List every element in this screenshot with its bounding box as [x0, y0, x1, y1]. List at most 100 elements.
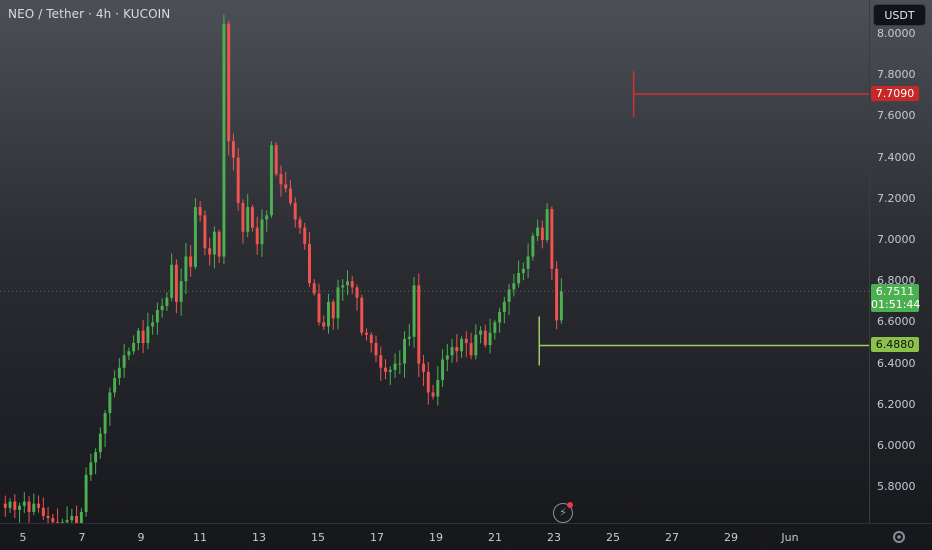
time-tick-label: 21: [488, 531, 502, 544]
candle-body: [331, 301, 335, 319]
candle-body: [184, 256, 188, 282]
price-tick-label: 6.4000: [877, 356, 916, 370]
candle-body: [474, 334, 478, 356]
candle-body: [127, 351, 131, 356]
candle-body: [517, 272, 521, 284]
candle-body: [512, 283, 516, 290]
candle-body: [193, 207, 197, 267]
currency-button[interactable]: USDT: [873, 4, 926, 26]
candle-body: [422, 363, 426, 372]
time-tick-label: 11: [193, 531, 207, 544]
candle-body: [189, 256, 193, 267]
candle-body: [41, 507, 45, 517]
candle-body: [369, 334, 373, 343]
candle-body: [384, 367, 387, 372]
candle-body: [217, 231, 221, 257]
candle-body: [222, 23, 226, 257]
candle-body: [493, 322, 497, 333]
price-tick-label: 7.4000: [877, 150, 916, 164]
price-scale-border: [869, 0, 870, 523]
candle-body: [393, 363, 397, 370]
candle-body: [136, 330, 140, 343]
time-tick-label: 25: [606, 531, 620, 544]
candle-body: [94, 452, 98, 463]
candle-body: [327, 301, 330, 327]
candle-body: [336, 287, 340, 319]
candle-body: [355, 287, 359, 298]
candle-body: [479, 330, 483, 335]
candle-body: [417, 285, 421, 364]
candle-body: [374, 343, 378, 356]
candle-body: [89, 462, 93, 475]
candle-body: [203, 215, 207, 249]
candle-body: [227, 23, 231, 142]
candle-body: [170, 264, 174, 298]
candle-body: [521, 268, 525, 273]
price-tick-label: 5.8000: [877, 480, 916, 494]
support-price-tag: 6.4880: [871, 337, 919, 353]
notification-dot: [567, 502, 573, 508]
time-tick-label: Jun: [781, 531, 799, 544]
candle-body: [293, 202, 297, 220]
candle-body: [3, 503, 7, 508]
time-tick-label: 7: [78, 531, 86, 544]
price-tick-label: 8.0000: [877, 27, 916, 40]
candle-body: [388, 369, 392, 372]
resistance-price-tag: 7.7090: [871, 85, 919, 101]
time-tick-label: 15: [311, 531, 325, 544]
time-tick-label: 19: [429, 531, 443, 544]
candle-body: [27, 501, 31, 512]
candle-body: [208, 248, 212, 255]
candle-body: [231, 141, 235, 158]
time-tick-label: 27: [665, 531, 679, 544]
candle-body: [151, 322, 155, 327]
candlestick-series: [3, 14, 563, 523]
candle-body: [250, 207, 254, 228]
candle-body: [469, 343, 473, 356]
candle-body: [269, 145, 273, 216]
candle-body: [403, 338, 407, 364]
price-tick-label: 7.0000: [877, 233, 916, 246]
candle-body: [350, 281, 354, 288]
candle-body: [260, 219, 264, 245]
candle-body: [365, 332, 368, 335]
candle-body: [407, 336, 411, 339]
candle-body: [32, 503, 36, 512]
candle-body: [113, 378, 117, 393]
candle-body: [79, 511, 83, 523]
candle-body: [146, 326, 150, 343]
candle-body: [155, 310, 159, 323]
lightning-icon[interactable]: ⚡: [553, 503, 573, 523]
symbol-title[interactable]: NEO / Tether · 4h · KUCOIN: [8, 7, 171, 21]
candle-body: [103, 413, 107, 434]
bar-countdown: 01:51:44: [871, 298, 921, 312]
candle-body: [464, 338, 468, 343]
candle-body: [22, 501, 26, 506]
candle-body: [507, 289, 511, 302]
candle-body: [8, 501, 12, 508]
candle-body: [550, 209, 554, 269]
candle-body: [445, 355, 449, 360]
candle-body: [37, 503, 41, 508]
candle-body: [65, 520, 69, 523]
candle-body: [346, 281, 349, 286]
candle-body: [108, 392, 112, 414]
candle-body: [132, 343, 136, 352]
candle-body: [274, 145, 278, 175]
candle-body: [298, 219, 302, 228]
candle-body: [70, 516, 74, 521]
candle-body: [460, 338, 464, 352]
candle-body: [341, 285, 345, 288]
candle-body: [379, 355, 383, 368]
gear-icon[interactable]: [875, 527, 923, 547]
candle-body: [255, 227, 259, 245]
candle-body: [179, 281, 183, 302]
current-price-value: 6.7511: [875, 285, 915, 299]
candle-body: [241, 202, 245, 232]
candle-body: [455, 347, 459, 352]
candle-body: [483, 330, 487, 346]
price-tick-label: 6.6000: [877, 315, 916, 329]
candle-body: [398, 363, 402, 365]
price-lines: [538, 70, 869, 366]
